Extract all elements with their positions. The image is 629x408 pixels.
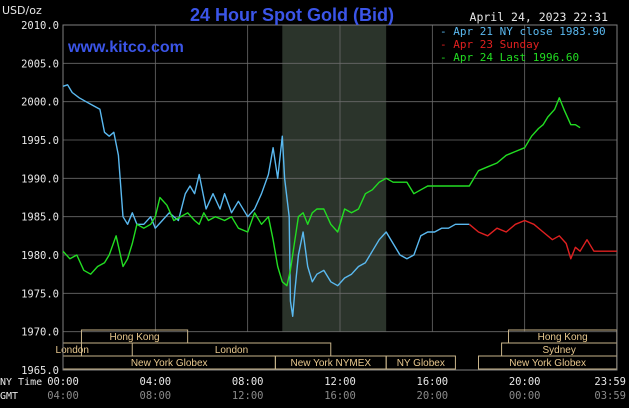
timestamp: April 24, 2023 22:31 [470, 10, 609, 24]
y-tick-label: 1970.0 [21, 327, 59, 339]
series-line-apr-23 [468, 219, 617, 260]
x-tick-label-ny: 12:00 [324, 376, 356, 388]
x-tick-label-ny: 23:59 [594, 376, 626, 388]
market-sessions: Hong Kong Hong Kong London London Sydney New … [56, 329, 618, 370]
y-tick-label: 1985.0 [21, 212, 59, 224]
x-tick-label-gmt: 00:00 [509, 390, 541, 402]
market-session-label: New York NYMEX [290, 358, 371, 369]
x-tick-label-ny: 04:00 [140, 376, 172, 388]
x-tick-label-ny: 00:00 [47, 376, 79, 388]
x-tick-labels: 00:00 04:00 08:00 12:00 16:00 20:00 23:59 04:00… [47, 376, 626, 402]
market-session-label: Hong Kong [538, 332, 588, 343]
x-tick-label-gmt: 03:59 [594, 390, 626, 402]
x-tick-label-ny: 20:00 [509, 376, 541, 388]
x-tick-label-gmt: 16:00 [324, 390, 356, 402]
legend-entry: - Apr 24 Last 1996.60 [440, 51, 579, 64]
y-tick-label: 1965.0 [21, 365, 59, 377]
x-tick-label-gmt: 20:00 [417, 390, 449, 402]
y-tick-label: 1990.0 [21, 173, 59, 185]
x-tick-label-gmt: 04:00 [47, 390, 79, 402]
legend-entry: - Apr 21 NY close 1983.90 [440, 25, 606, 38]
gmt-row-label: GMT [0, 391, 18, 402]
series-line-apr-24 [62, 97, 581, 287]
legend: - Apr 21 NY close 1983.90- Apr 23 Sunday… [440, 25, 606, 64]
market-session-label: New York Globex [131, 358, 208, 369]
x-tick-label-ny: 16:00 [417, 376, 449, 388]
y-tick-labels: 2010.0 2005.0 2000.0 1995.0 1990.0 1985.0 1980… [21, 20, 59, 377]
plot-frame [62, 24, 618, 371]
market-session-label: NY Globex [397, 358, 445, 369]
y-tick-label: 2000.0 [21, 97, 59, 109]
market-session-label: London [56, 345, 89, 356]
y-tick-label: 1980.0 [21, 250, 59, 262]
x-tick-label-gmt: 12:00 [232, 390, 264, 402]
ny-time-row-label: NY Time [0, 377, 42, 388]
y-tick-label: 1995.0 [21, 135, 59, 147]
unit-label: USD/oz [2, 4, 42, 17]
market-session-label: London [215, 345, 248, 356]
market-session-label: Hong Kong [110, 332, 160, 343]
chart-title: 24 Hour Spot Gold (Bid) [190, 5, 394, 25]
x-tick-label-ny: 08:00 [232, 376, 264, 388]
y-tick-label: 2005.0 [21, 58, 59, 70]
series-lines [62, 84, 617, 317]
watermark-link[interactable]: www.kitco.com [67, 39, 184, 56]
y-tick-label: 2010.0 [21, 20, 59, 32]
series-line-apr-21 [62, 84, 470, 317]
y-tick-label: 1975.0 [21, 288, 59, 300]
x-tick-label-gmt: 08:00 [140, 390, 172, 402]
market-session-label: Sydney [542, 345, 575, 356]
market-session-bar [385, 355, 456, 370]
market-session-label: New York Globex [509, 358, 586, 369]
legend-entry: - Apr 23 Sunday [440, 38, 540, 51]
